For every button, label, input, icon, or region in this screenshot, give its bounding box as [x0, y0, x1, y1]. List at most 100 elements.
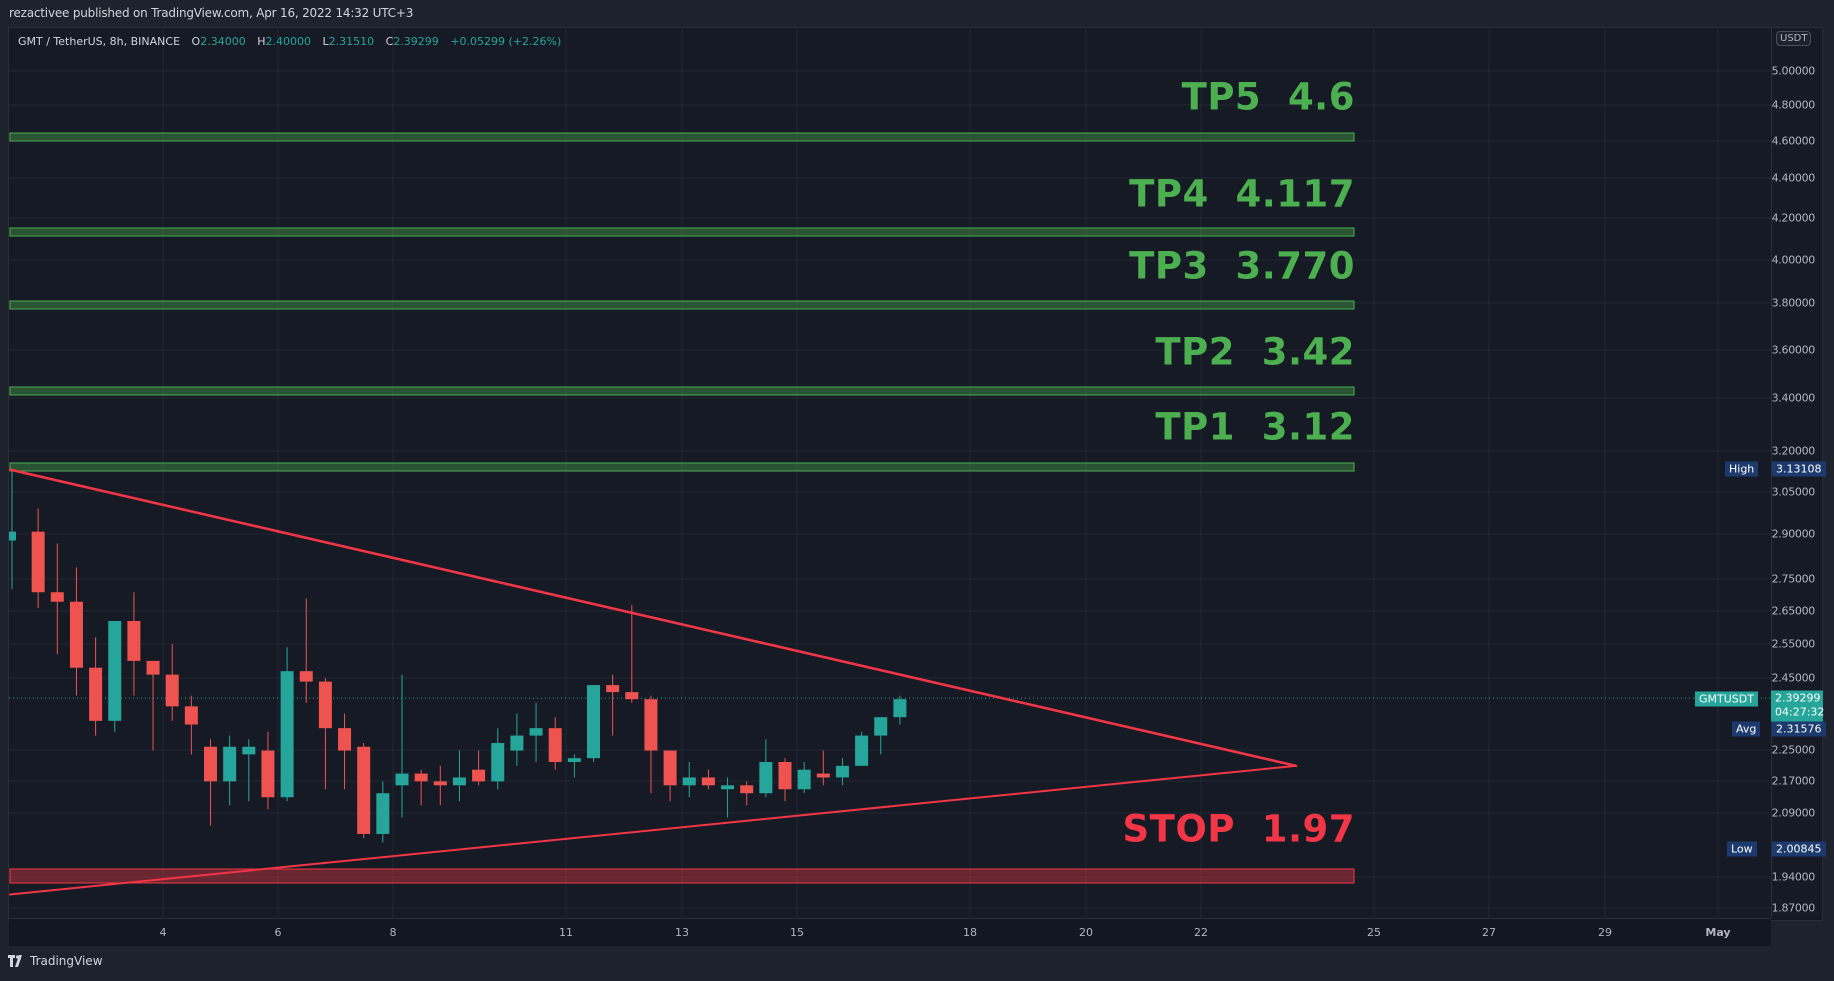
price-tick-label: 2.90000 [1771, 527, 1816, 541]
candle-down [548, 728, 562, 762]
price-tick-label: 3.40000 [1771, 391, 1816, 405]
open-value: 2.34000 [200, 35, 246, 48]
time-tick-label: 27 [1482, 926, 1496, 939]
candle-up [510, 735, 524, 751]
low-value: 2.31510 [328, 35, 375, 48]
symbol-name: GMT / TetherUS, 8h, BINANCE [18, 35, 181, 48]
avg-label: Avg [1732, 721, 1761, 737]
candle-up [721, 785, 735, 790]
candle-up [452, 777, 466, 786]
price-tick-label: 3.05000 [1771, 485, 1816, 499]
symbol-price-label: GMTUSDT [1695, 691, 1758, 707]
candle-up [567, 758, 581, 762]
candle-down [318, 681, 332, 729]
low-value-tag: 2.00845 [1772, 841, 1826, 857]
candle-up [108, 620, 122, 721]
close-value: 2.39299 [393, 35, 439, 48]
stop-loss-label: STOP 1.97 [1122, 807, 1355, 851]
high-label: High [1725, 461, 1759, 477]
brand-name: TradingView [30, 954, 103, 968]
candle-up [835, 765, 849, 778]
price-tick-label: 2.25000 [1771, 743, 1816, 757]
candle-up [242, 746, 256, 755]
avg-value-tag: 2.31576 [1772, 721, 1826, 737]
target-zone-tp5 [9, 132, 1355, 142]
candle-down [69, 601, 83, 668]
target-zone-tp3 [9, 300, 1355, 310]
candle-up [855, 735, 869, 766]
candle-down [184, 706, 198, 725]
price-tick-label: 2.17000 [1771, 774, 1816, 788]
time-tick-label: May [1705, 926, 1731, 939]
candle-down [625, 692, 639, 700]
stop-loss-zone [9, 868, 1355, 884]
target-zone-tp2 [9, 386, 1355, 396]
price-tick-label: 1.94000 [1771, 870, 1816, 884]
tradingview-logo-icon [8, 955, 22, 967]
price-tick-label: 5.00000 [1771, 64, 1816, 78]
candle-up [376, 793, 390, 834]
current-price-tag: 2.39299 04:27:32 [1771, 690, 1825, 722]
candle-down [740, 785, 754, 794]
candle-down [146, 660, 160, 675]
candle-down [663, 750, 677, 786]
candle-down [261, 750, 275, 798]
price-tick-label: 2.65000 [1771, 604, 1816, 618]
candle-down [357, 746, 371, 834]
trendline-upper [9, 468, 1298, 768]
candle-down [472, 769, 486, 782]
candle-down [89, 667, 103, 721]
candle-down [31, 531, 45, 593]
bar-countdown: 04:27:32 [1775, 705, 1825, 719]
target-label-tp3: TP3 3.770 [1129, 244, 1355, 288]
candle-down [338, 728, 352, 751]
price-tick-label: 2.75000 [1771, 572, 1816, 586]
time-tick-label: 4 [159, 926, 167, 939]
candle-down [644, 699, 658, 751]
change-value: +0.05299 (+2.26%) [450, 35, 562, 48]
target-zone-tp1 [9, 462, 1355, 472]
candle-down [165, 674, 179, 707]
price-tick-label: 3.80000 [1771, 296, 1816, 310]
price-tick-label: 4.60000 [1771, 134, 1816, 148]
high-value-tag: 3.13108 [1772, 461, 1826, 477]
time-tick-label: 22 [1194, 926, 1208, 939]
time-tick-label: 25 [1367, 926, 1381, 939]
candle-down [204, 746, 217, 782]
top-bar: rezactivee published on TradingView.com,… [0, 0, 1834, 27]
candle-up [893, 699, 907, 718]
candle-up [491, 743, 505, 782]
high-value: 2.40000 [265, 35, 311, 48]
price-tick-label: 4.40000 [1771, 171, 1816, 185]
candle-up [280, 671, 294, 798]
candle-up [529, 728, 543, 736]
price-tick-label: 3.20000 [1771, 444, 1816, 458]
time-tick-label: 8 [389, 926, 397, 939]
price-tick-label: 2.55000 [1771, 637, 1816, 651]
candle-up [759, 761, 773, 794]
candle-down [127, 620, 141, 661]
candle-up [395, 773, 409, 786]
time-axis[interactable]: 4 6 8 11 13 15 18 20 22 25 27 29 May [9, 918, 1771, 946]
price-tick-label: 1.87000 [1771, 901, 1816, 915]
time-tick-label: 11 [559, 926, 573, 939]
candle-up [223, 746, 237, 782]
candle-down [606, 685, 620, 693]
candle-down [433, 781, 447, 786]
candle-up [9, 531, 16, 541]
candle-up [797, 769, 811, 790]
target-label-tp5: TP5 4.6 [1181, 75, 1355, 119]
chart-pane[interactable] [9, 28, 1771, 918]
candle-up [587, 685, 600, 759]
currency-unit-button[interactable]: USDT [1776, 31, 1812, 46]
time-tick-label: 18 [963, 926, 977, 939]
price-tick-label: 4.80000 [1771, 98, 1816, 112]
candle-down [414, 773, 428, 782]
price-tick-label: 2.09000 [1771, 806, 1816, 820]
time-tick-label: 20 [1079, 926, 1093, 939]
candle-up [874, 717, 888, 736]
time-tick-label: 15 [790, 926, 804, 939]
time-tick-label: 13 [675, 926, 689, 939]
tradingview-logo[interactable]: TradingView [8, 954, 103, 968]
published-info: rezactivee published on TradingView.com,… [9, 6, 414, 20]
